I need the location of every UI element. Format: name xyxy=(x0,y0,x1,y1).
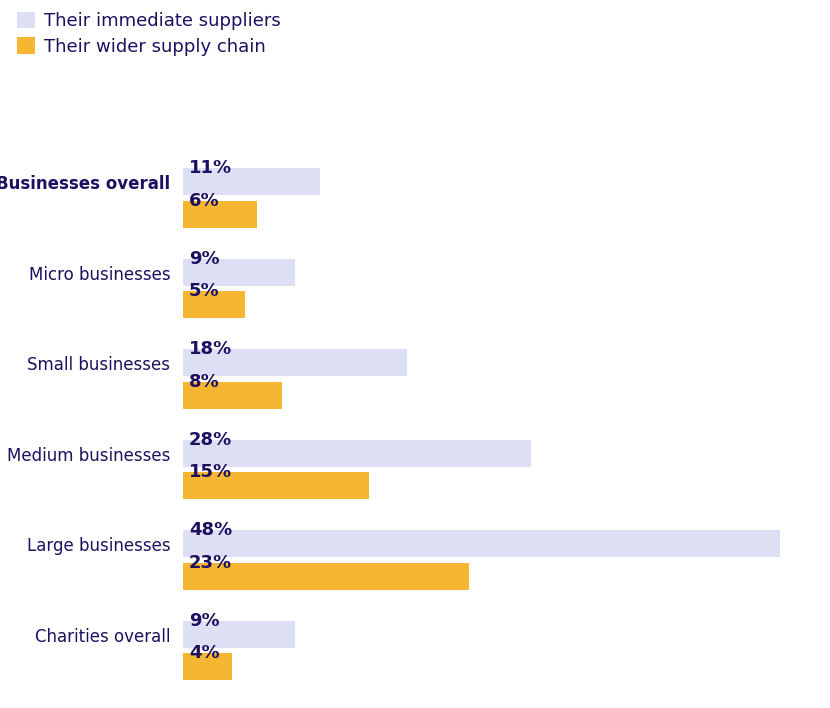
Bar xyxy=(183,620,295,648)
Bar xyxy=(183,382,282,409)
Text: Medium businesses: Medium businesses xyxy=(7,447,170,465)
Text: 18%: 18% xyxy=(189,340,232,358)
Bar xyxy=(183,472,369,499)
Bar xyxy=(183,563,469,590)
Text: 15%: 15% xyxy=(189,463,232,481)
Text: 28%: 28% xyxy=(189,430,232,449)
Text: 23%: 23% xyxy=(189,554,232,571)
Text: 6%: 6% xyxy=(189,192,219,210)
Bar xyxy=(183,291,245,319)
Text: 9%: 9% xyxy=(189,612,219,629)
Text: 48%: 48% xyxy=(189,521,232,539)
Text: 5%: 5% xyxy=(189,282,219,300)
Bar xyxy=(183,440,531,467)
Text: Large businesses: Large businesses xyxy=(27,537,170,555)
Legend: Their immediate suppliers, Their wider supply chain: Their immediate suppliers, Their wider s… xyxy=(17,12,281,56)
Text: Charities overall: Charities overall xyxy=(35,628,170,646)
Text: 9%: 9% xyxy=(189,250,219,268)
Text: Businesses overall: Businesses overall xyxy=(0,176,170,193)
Bar xyxy=(183,201,257,228)
Bar xyxy=(183,530,780,557)
Text: 4%: 4% xyxy=(189,644,219,662)
Text: Micro businesses: Micro businesses xyxy=(28,266,170,284)
Bar xyxy=(183,169,320,195)
Text: Small businesses: Small businesses xyxy=(27,356,170,375)
Bar xyxy=(183,653,232,680)
Bar xyxy=(183,349,407,376)
Text: 11%: 11% xyxy=(189,159,232,177)
Text: 8%: 8% xyxy=(189,372,220,391)
Bar xyxy=(183,258,295,286)
